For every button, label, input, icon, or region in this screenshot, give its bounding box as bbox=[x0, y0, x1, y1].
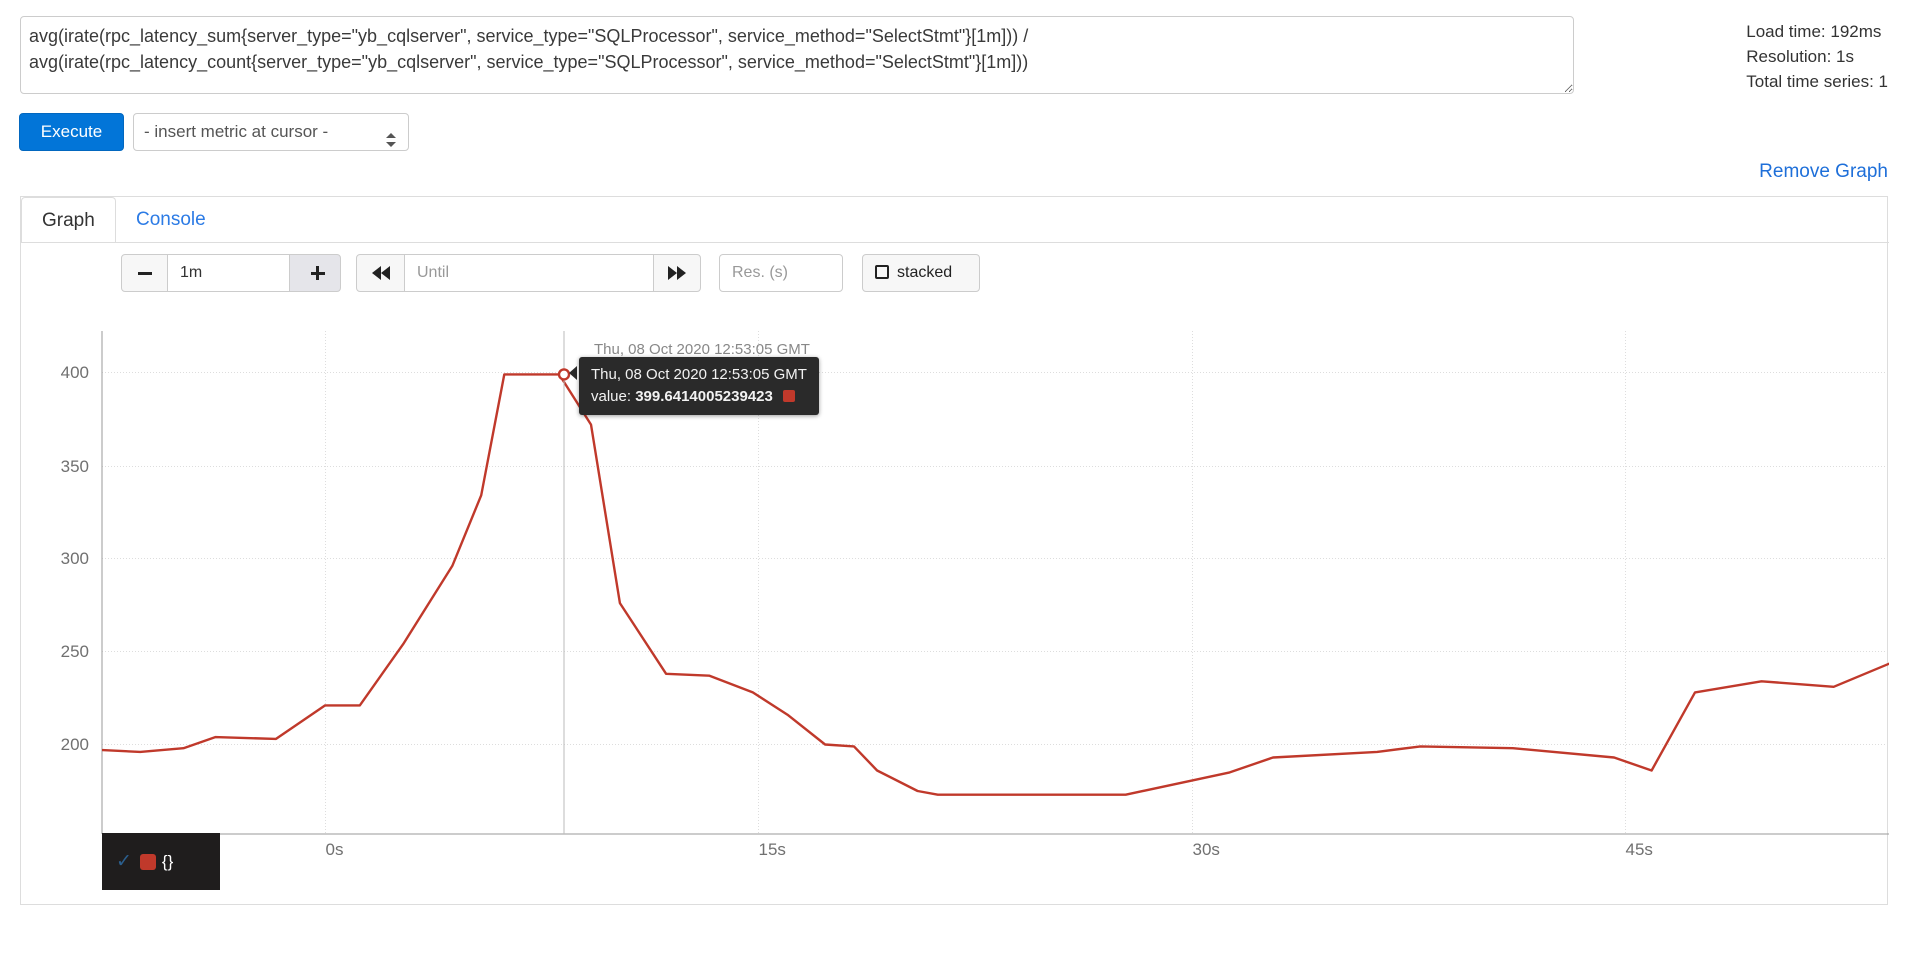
svg-text:0s: 0s bbox=[326, 840, 344, 859]
svg-text:30s: 30s bbox=[1193, 840, 1220, 859]
svg-text:15s: 15s bbox=[759, 840, 786, 859]
svg-text:200: 200 bbox=[61, 735, 89, 754]
svg-text:400: 400 bbox=[61, 363, 89, 382]
svg-text:300: 300 bbox=[61, 549, 89, 568]
svg-text:45s: 45s bbox=[1626, 840, 1653, 859]
svg-text:350: 350 bbox=[61, 457, 89, 476]
svg-text:250: 250 bbox=[61, 642, 89, 661]
